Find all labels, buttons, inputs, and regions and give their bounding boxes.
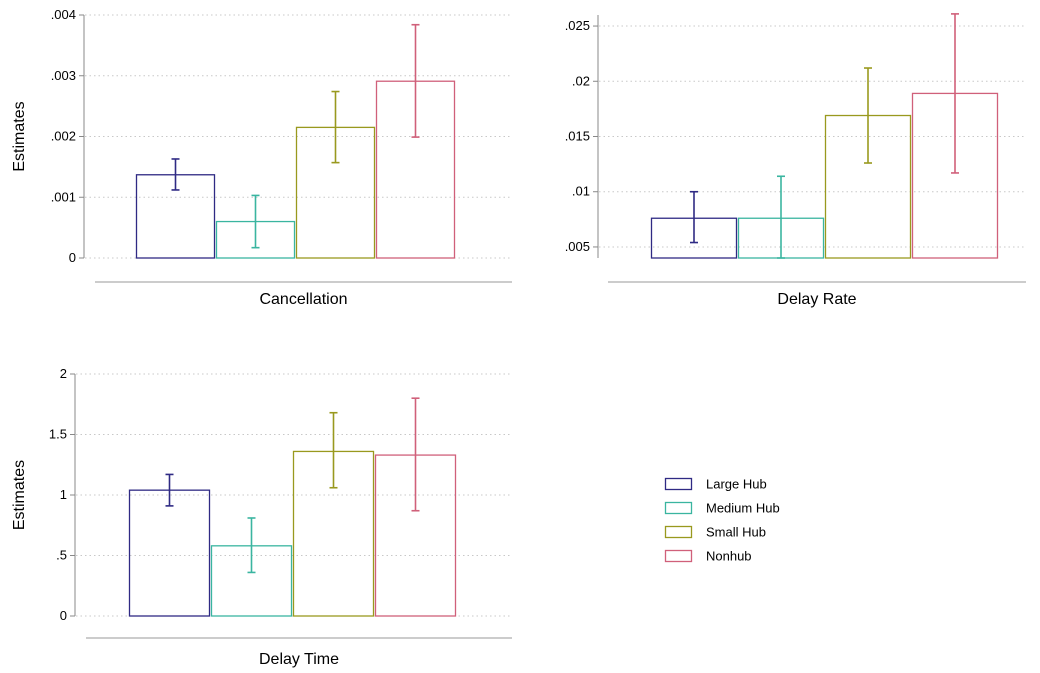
error-bar-large-hub: [165, 473, 174, 507]
error-bar-medium-hub: [247, 517, 256, 574]
y-tick-label: .001: [51, 189, 76, 204]
y-tick-label: .01: [572, 184, 590, 199]
y-tick-label: .5: [56, 548, 67, 563]
panel-cancellation: 0 .001 .002 .003 .004 Estimates Cancellation: [11, 7, 512, 308]
y-tick-label: 1.5: [49, 427, 67, 442]
y-tick-label: .015: [565, 129, 590, 144]
y-tick-label: .004: [51, 7, 76, 22]
error-bar-small-hub: [331, 90, 340, 164]
y-axis-title: Estimates: [11, 101, 28, 171]
legend-item-small-hub: Small Hub: [664, 525, 766, 540]
error-bar-large-hub: [690, 190, 698, 244]
legend-item-medium-hub: Medium Hub: [664, 501, 780, 516]
y-tick-label: .025: [565, 18, 590, 33]
legend-label: Medium Hub: [706, 501, 780, 516]
legend-swatch: [664, 549, 693, 563]
legend-label: Nonhub: [706, 549, 752, 564]
error-bar-medium-hub: [777, 175, 785, 259]
legend-label: Large Hub: [706, 477, 767, 492]
x-axis-category-label: Delay Time: [259, 651, 339, 668]
legend-swatch: [664, 477, 693, 491]
legend-item-nonhub: Nonhub: [664, 549, 752, 564]
y-tick-label: .005: [565, 239, 590, 254]
legend: Large Hub Medium Hub Small Hub Nonhub: [664, 477, 780, 564]
legend-label: Small Hub: [706, 525, 766, 540]
legend-swatch: [664, 525, 693, 539]
error-bar-nonhub: [951, 13, 959, 174]
error-bar-nonhub: [411, 397, 420, 512]
y-tick-label: .02: [572, 73, 590, 88]
legend-item-large-hub: Large Hub: [664, 477, 767, 492]
y-tick-label: .002: [51, 129, 76, 144]
bar-large-hub: [128, 489, 211, 617]
error-bar-large-hub: [171, 158, 180, 191]
x-axis-category-label: Cancellation: [259, 291, 347, 308]
error-bar-medium-hub: [251, 194, 260, 249]
panel-delay-rate: .005 .01 .015 .02 .025 Delay Rate: [565, 13, 1026, 308]
y-tick-label: .003: [51, 68, 76, 83]
y-axis-title: Estimates: [11, 460, 28, 530]
y-tick-label: 0: [69, 250, 76, 265]
panel-delay-time: 0 .5 1 1.5 2 Estimates Delay Time: [11, 366, 512, 668]
error-bar-small-hub: [329, 411, 338, 489]
legend-swatch: [664, 501, 693, 515]
y-tick-label: 2: [60, 366, 67, 381]
y-tick-label: 0: [60, 608, 67, 623]
error-bar-small-hub: [864, 67, 872, 164]
error-bar-nonhub: [411, 23, 420, 138]
x-axis-category-label: Delay Rate: [777, 291, 856, 308]
y-tick-label: 1: [60, 487, 67, 502]
